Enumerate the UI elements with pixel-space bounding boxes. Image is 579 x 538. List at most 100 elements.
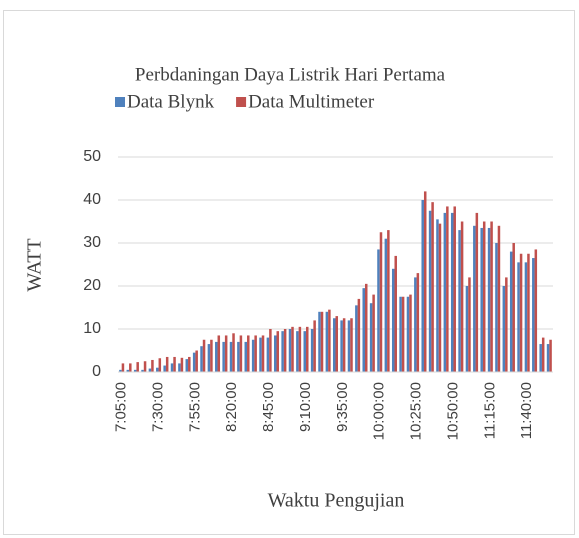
legend-swatch [236, 97, 247, 107]
bar [450, 212, 454, 372]
bar [423, 191, 427, 372]
bar [350, 318, 353, 372]
bar [443, 212, 447, 372]
bar [364, 283, 368, 372]
bar [276, 331, 280, 372]
bar [436, 219, 439, 372]
x-tick-label: 10:50:00 [444, 382, 461, 440]
bar [148, 368, 152, 372]
bar [335, 316, 339, 372]
bar [414, 277, 417, 372]
legend-label: Data Multimeter [248, 91, 375, 112]
bar [428, 210, 432, 372]
bar [391, 268, 395, 372]
bar [266, 337, 270, 372]
bar [239, 335, 243, 372]
x-tick-label: 9:35:00 [334, 382, 351, 432]
x-tick-label: 11:15:00 [481, 382, 498, 439]
bar [165, 356, 169, 372]
bar [133, 369, 137, 372]
bar [318, 311, 321, 372]
bar [328, 309, 331, 372]
legend-label: Data Blynk [127, 91, 215, 112]
legend-swatch [115, 97, 125, 107]
bar [453, 206, 456, 372]
bar [394, 255, 397, 372]
bar [313, 320, 316, 372]
bar [217, 335, 221, 372]
bar [303, 331, 307, 372]
bar [495, 243, 498, 372]
bar [232, 333, 235, 372]
bar [517, 262, 520, 372]
bar [143, 361, 147, 372]
bar [421, 200, 424, 372]
bar [379, 232, 383, 372]
x-tick-label: 8:45:00 [260, 382, 277, 432]
bar [251, 339, 255, 372]
bar [215, 341, 218, 372]
bar [306, 326, 309, 372]
bar [465, 286, 469, 372]
bar [357, 298, 361, 372]
bar [247, 335, 250, 372]
bar [446, 206, 449, 372]
bar [296, 331, 299, 372]
bar [473, 225, 476, 372]
y-tick-label: 0 [92, 363, 101, 380]
bar [121, 363, 125, 372]
bar [163, 365, 166, 372]
bar [458, 230, 461, 372]
bar [158, 358, 162, 372]
y-tick-label: 20 [83, 277, 101, 294]
bar [129, 363, 132, 372]
y-axis-title: WATT [24, 238, 46, 291]
bar [151, 359, 154, 372]
x-tick-label: 8:20:00 [223, 382, 240, 432]
bar [188, 356, 191, 372]
bar [178, 363, 181, 372]
bar [224, 335, 228, 372]
bar [180, 357, 184, 372]
bar [546, 344, 550, 372]
bar [288, 329, 292, 372]
bar [229, 341, 233, 372]
bar [387, 230, 390, 372]
bar [320, 311, 324, 372]
chart-border [3, 10, 575, 535]
bar [431, 202, 434, 372]
chart-title: Perbdaningan Daya Listrik Hari Pertama [135, 64, 446, 85]
bar [482, 221, 486, 372]
x-tick-label: 7:05:00 [113, 382, 130, 432]
bar [291, 326, 294, 372]
bar [259, 337, 262, 372]
bar [274, 335, 277, 372]
bar [222, 341, 225, 372]
y-tick-label: 50 [83, 148, 101, 165]
bar [475, 212, 479, 372]
bar [490, 221, 493, 372]
y-tick-label: 40 [83, 191, 101, 208]
bar [126, 369, 130, 372]
bar [505, 277, 508, 372]
x-tick-label: 10:00:00 [371, 382, 388, 440]
bar [497, 225, 501, 372]
x-tick-label: 11:40:00 [518, 382, 535, 439]
bar [369, 303, 373, 372]
bar [509, 251, 513, 372]
bar [549, 339, 552, 372]
bar [487, 227, 491, 372]
bar [409, 294, 412, 372]
bar [347, 320, 351, 372]
bar [377, 249, 380, 372]
bar [281, 331, 284, 372]
bar [170, 363, 174, 372]
bar [119, 369, 122, 372]
bar [156, 367, 159, 372]
bar [244, 341, 248, 372]
bar [237, 341, 240, 372]
bar [480, 227, 483, 372]
bar [362, 288, 365, 372]
bar [532, 258, 535, 372]
